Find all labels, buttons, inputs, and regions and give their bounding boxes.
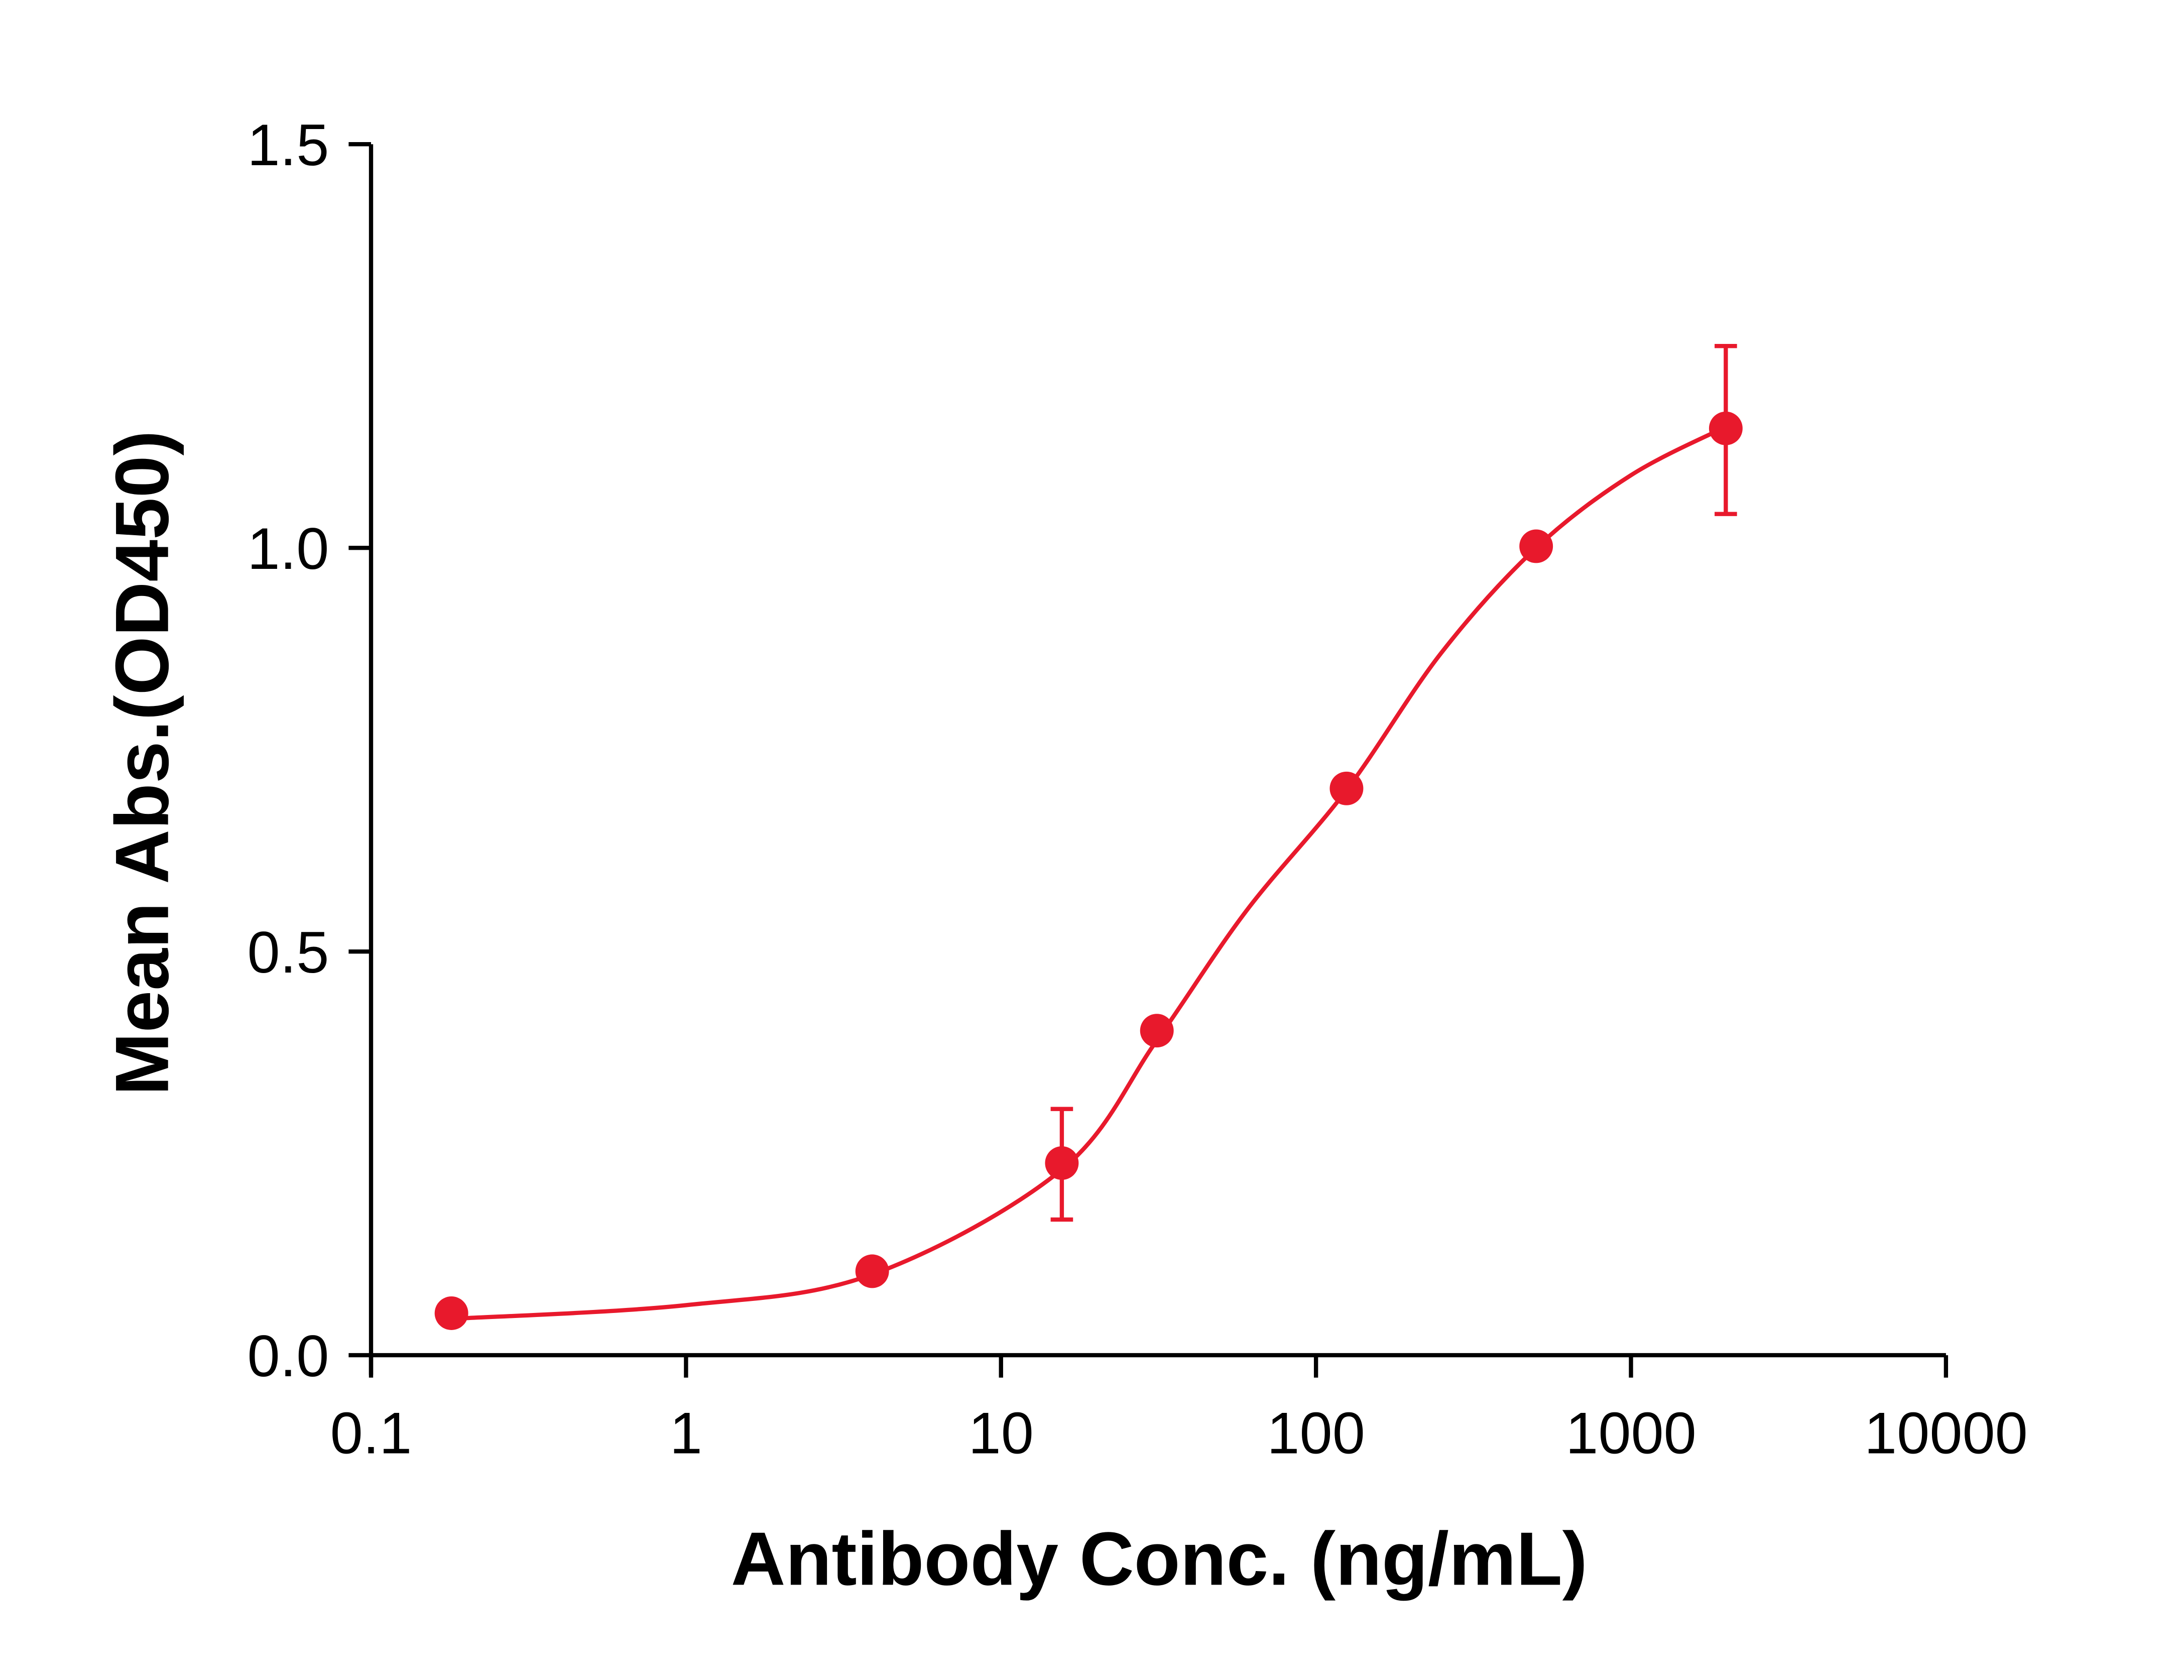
x-tick-label: 10 bbox=[968, 1400, 1034, 1466]
x-tick-label: 10000 bbox=[1864, 1400, 2028, 1466]
y-tick-label: 1.5 bbox=[248, 112, 329, 178]
x-tick-label: 0.1 bbox=[330, 1400, 412, 1466]
x-tick-label: 1 bbox=[670, 1400, 702, 1466]
y-axis-title: Mean Abs.(OD450) bbox=[100, 430, 184, 1096]
data-point bbox=[1329, 771, 1364, 805]
data-point bbox=[855, 1254, 889, 1288]
x-axis-title: Antibody Conc. (ng/mL) bbox=[731, 1516, 1588, 1601]
data-point bbox=[1709, 411, 1743, 445]
data-point bbox=[434, 1296, 468, 1330]
data-point bbox=[1519, 529, 1553, 563]
y-tick-label: 0.0 bbox=[248, 1323, 329, 1389]
data-point bbox=[1140, 1014, 1174, 1048]
axes: 0.1 1 10 100 1000 10000 0.0 0.5 1.0 1.5 bbox=[248, 112, 2028, 1466]
data-points bbox=[434, 344, 1743, 1330]
data-point bbox=[1045, 1146, 1079, 1180]
x-tick-label: 1000 bbox=[1565, 1400, 1696, 1466]
y-tick-label: 0.5 bbox=[248, 919, 329, 985]
y-tick-label: 1.0 bbox=[248, 516, 329, 581]
x-tick-label: 100 bbox=[1267, 1400, 1365, 1466]
